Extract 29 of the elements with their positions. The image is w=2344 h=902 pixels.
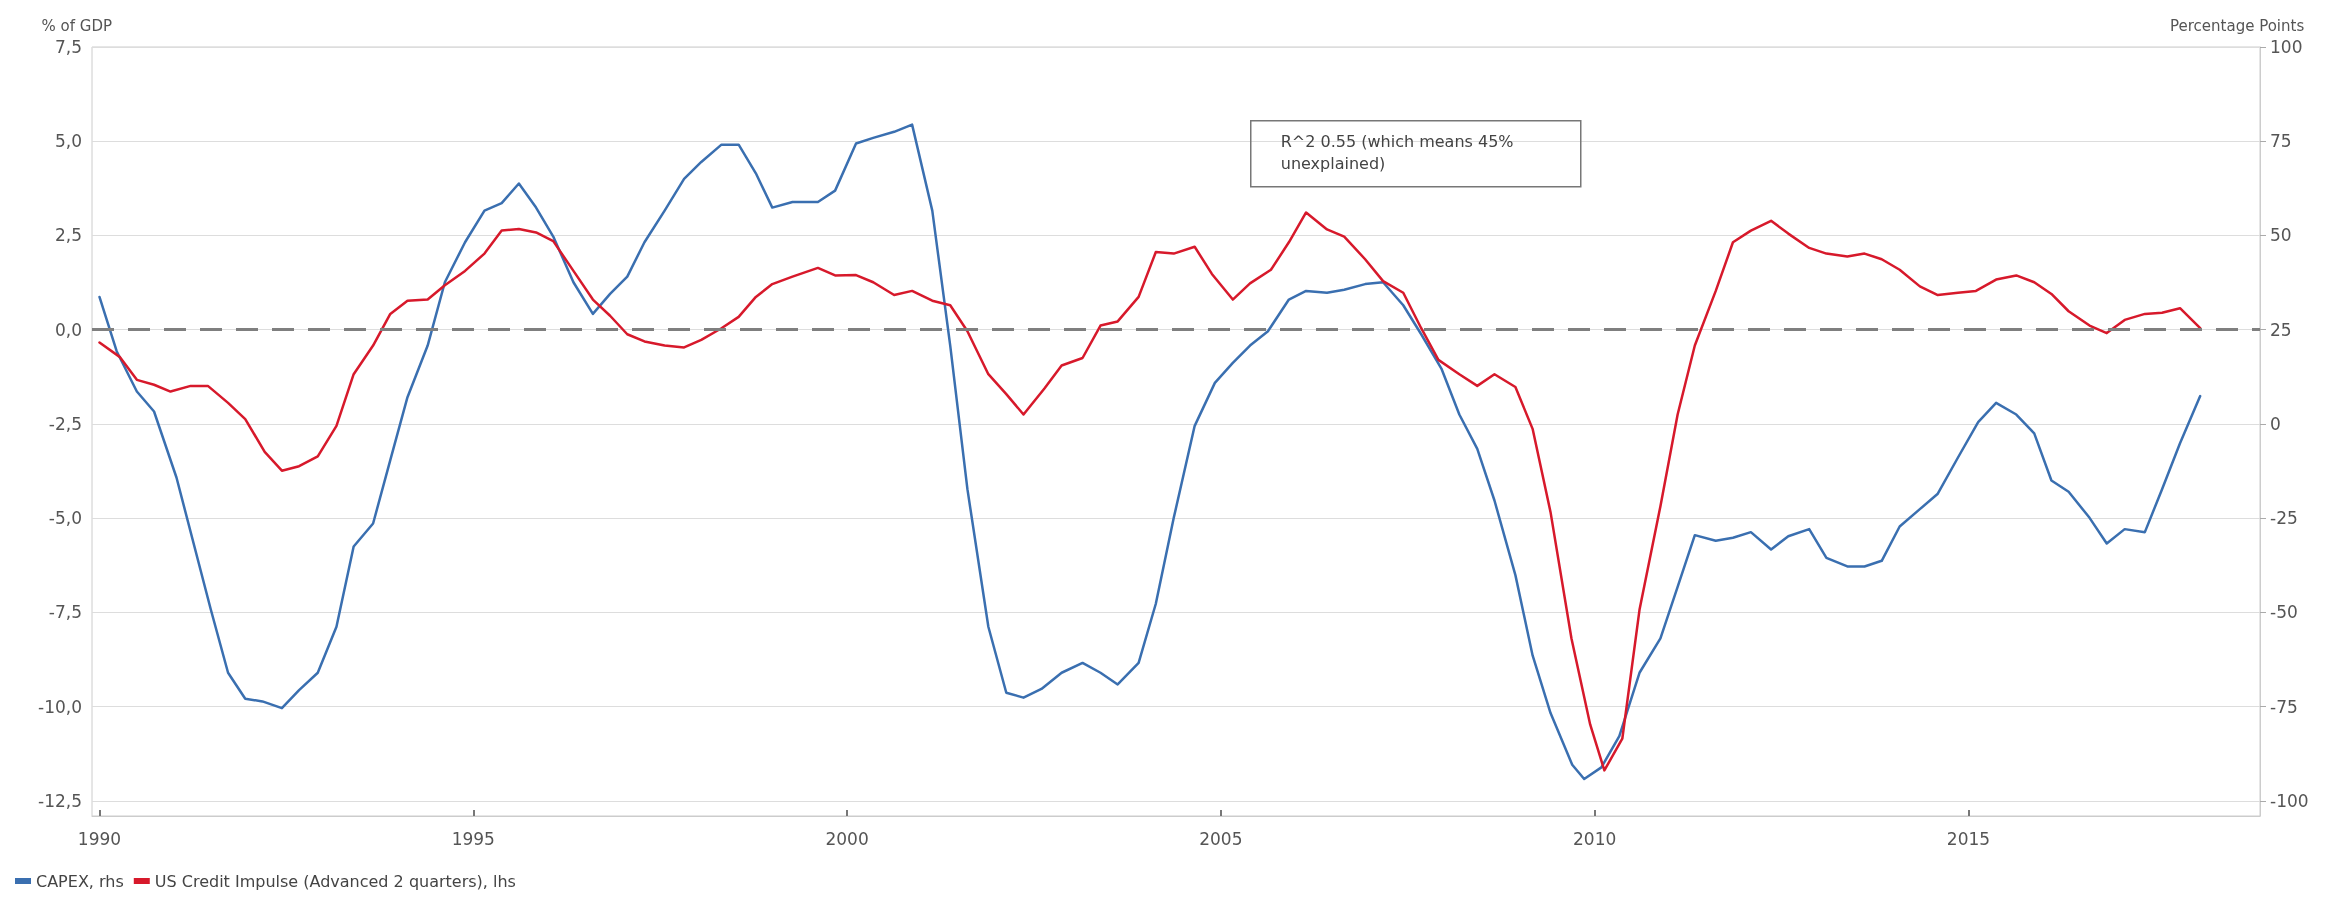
x-tick-label: 1990 [77, 828, 122, 849]
y2-tick-label: 50 [2270, 225, 2292, 246]
y-tick-label: -10,0 [38, 696, 82, 717]
y-tick-label: -5,0 [48, 508, 82, 529]
y-axis-title: % of GDP [41, 16, 112, 35]
y-tick-label: -7,5 [48, 602, 82, 623]
legend-label: CAPEX, rhs [36, 871, 124, 891]
x-tick-label: 1995 [451, 828, 495, 849]
y2-axis-title: Percentage Points [2170, 16, 2305, 35]
x-tick-label: 2000 [825, 828, 869, 849]
legend-label: US Credit Impulse (Advanced 2 quarters), lhs [154, 871, 516, 891]
y-tick-label: 0,0 [54, 319, 82, 340]
y2-tick-label: -75 [2270, 696, 2298, 717]
x-tick-label: 2015 [1946, 828, 1991, 849]
y-tick-label: 7,5 [54, 37, 82, 57]
y2-tick-label: -50 [2270, 602, 2298, 623]
y-tick-label: -2,5 [48, 413, 82, 434]
y-tick-label: 2,5 [54, 225, 82, 246]
y-tick-label: 5,0 [54, 131, 82, 152]
x-tick-label: 2010 [1573, 828, 1617, 849]
x-tick-label: 2005 [1199, 828, 1243, 849]
y2-tick-label: -25 [2270, 508, 2298, 529]
y2-tick-label: 25 [2270, 319, 2292, 340]
y2-tick-label: 75 [2270, 131, 2292, 152]
y2-tick-label: -100 [2270, 790, 2309, 811]
annotation: R^2 0.55 (which means 45% unexplained) [1280, 132, 1519, 174]
y2-tick-label: 100 [2270, 37, 2303, 57]
y-tick-label: -12,5 [38, 790, 82, 811]
y2-tick-label: 0 [2270, 413, 2281, 434]
